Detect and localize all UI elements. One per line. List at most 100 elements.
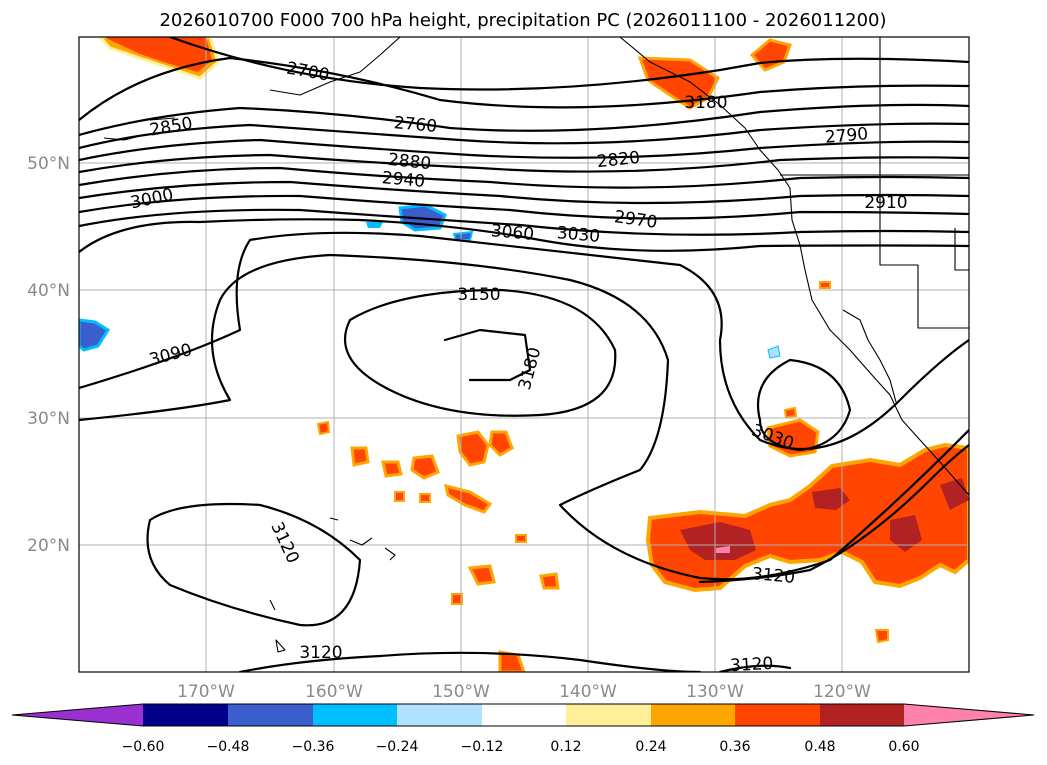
contour-3120-bottom	[238, 651, 702, 672]
contour-2700	[168, 37, 969, 91]
colorbar-tick: −0.60	[122, 739, 165, 755]
hawaii	[269, 517, 396, 653]
colorbar-tick: 0.24	[635, 739, 666, 755]
precip-core	[716, 546, 730, 553]
precip-patch	[874, 629, 889, 644]
precip-patch	[381, 460, 403, 478]
lon-label: 160°W	[305, 682, 363, 702]
precip-patch	[410, 454, 440, 480]
precip-patch	[456, 430, 490, 467]
contour-3180	[443, 328, 532, 382]
longitude-labels: 170°W 160°W 150°W 140°W 130°W 120°W	[177, 682, 871, 702]
contour-label: 2910	[864, 193, 907, 213]
contour-line	[718, 664, 792, 672]
precip-patch	[444, 483, 493, 514]
lat-label: 50°N	[27, 154, 70, 174]
na-coast	[619, 37, 969, 496]
precip-patch	[79, 318, 111, 352]
contour-line	[79, 194, 969, 220]
contour-line	[79, 208, 969, 236]
contour-3150	[343, 288, 617, 417]
state-border	[954, 228, 969, 271]
precip-patch	[637, 56, 720, 110]
lon-label: 120°W	[813, 682, 871, 702]
colorbar-swatch	[735, 704, 820, 726]
precip-shading	[79, 37, 969, 672]
colorbar-swatch	[143, 704, 228, 726]
figure-title: 2026010700 F000 700 hPa height, precipit…	[159, 10, 886, 31]
contour-line	[79, 56, 969, 122]
height-contours	[79, 37, 969, 672]
latitude-labels: 50°N 40°N 30°N 20°N	[27, 154, 70, 556]
colorbar-tick: −0.36	[292, 739, 335, 755]
precip-patch	[104, 37, 212, 72]
colorbar-swatch	[566, 704, 651, 726]
contour-label: 3120	[730, 654, 774, 676]
contour-line	[79, 153, 969, 174]
colorbar-extend-high	[904, 704, 1034, 726]
lon-label: 130°W	[686, 682, 744, 702]
lat-label: 20°N	[27, 536, 70, 556]
state-borders	[879, 37, 969, 329]
precip-patch	[819, 281, 831, 289]
contour-3030-low	[756, 358, 852, 452]
precip-patch	[419, 493, 431, 503]
colorbar-tick: 0.48	[804, 739, 835, 755]
contour-label: 3120	[299, 643, 342, 663]
contour-line	[79, 138, 969, 162]
lon-label: 150°W	[432, 682, 490, 702]
colorbar-swatch	[397, 704, 482, 726]
precip-patch	[767, 345, 781, 359]
coastlines	[103, 37, 969, 653]
colorbar: −0.60 −0.48 −0.36 −0.24 −0.12 0.12 0.24 …	[11, 703, 1035, 755]
precip-patch	[394, 491, 405, 502]
precip-patch	[451, 593, 463, 605]
precip-core	[940, 478, 969, 510]
contour-label: 3060	[490, 221, 535, 245]
colorbar-tick: −0.12	[461, 739, 504, 755]
precip-patch	[488, 430, 514, 457]
lon-label: 170°W	[177, 682, 235, 702]
colorbar-swatch	[482, 704, 566, 726]
contour-3120	[146, 502, 362, 627]
contour-label: 2820	[596, 148, 641, 172]
precip-patch	[350, 446, 370, 467]
lat-label: 40°N	[27, 281, 70, 301]
colorbar-tick: −0.24	[376, 739, 419, 755]
contour-label: 3180	[684, 93, 727, 113]
contour-label: 3120	[751, 564, 796, 588]
contour-label: 2940	[381, 168, 426, 192]
precip-patch	[539, 572, 560, 590]
colorbar-tick: 0.12	[550, 739, 581, 755]
contour-line	[79, 103, 969, 137]
colorbar-outline	[11, 703, 1035, 727]
contour-label: 2880	[387, 150, 432, 174]
contour-line	[79, 218, 969, 254]
colorbar-swatch	[228, 704, 313, 726]
map-frame	[78, 36, 970, 673]
precip-core	[812, 488, 850, 510]
colorbar-swatch	[313, 704, 397, 726]
contour-label: 2790	[824, 124, 869, 148]
colorbar-tick: 0.36	[719, 739, 750, 755]
precip-patch	[467, 564, 496, 586]
contour-label: 3150	[457, 285, 500, 305]
precip-patch	[515, 534, 527, 543]
contour-line	[79, 180, 969, 205]
contour-line	[79, 122, 969, 150]
precip-patch	[366, 222, 383, 228]
contour-3120-east	[698, 443, 969, 584]
contour-3090	[79, 231, 969, 451]
precip-patch	[452, 230, 474, 241]
contour-label: 3030	[556, 223, 601, 247]
colorbar-tick: −0.48	[207, 739, 250, 755]
precip-core	[890, 515, 922, 552]
colorbar-extend-low	[12, 704, 143, 726]
colorbar-swatch	[820, 704, 904, 726]
baja-coast	[842, 309, 897, 403]
map-panel: 2700 2760 2850 2880 2940 3000 2820 2790 …	[78, 36, 970, 676]
precip-patch	[783, 406, 798, 419]
lat-label: 30°N	[27, 409, 70, 429]
precip-core	[680, 522, 756, 560]
